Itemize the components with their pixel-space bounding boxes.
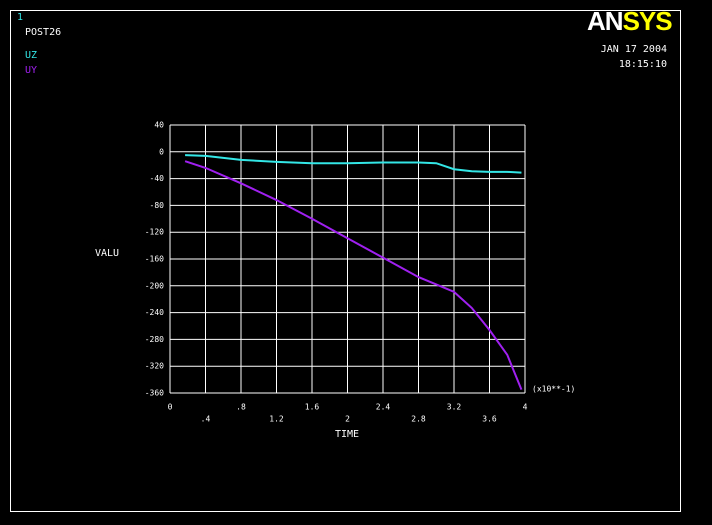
window-number: 1 bbox=[17, 12, 23, 23]
date: JAN 17 2004 bbox=[601, 44, 667, 55]
y-tick-label: -40 bbox=[150, 174, 165, 183]
y-tick-label: 0 bbox=[159, 147, 164, 156]
x-tick-label: 0 bbox=[168, 403, 173, 412]
y-tick-label: -200 bbox=[145, 281, 164, 290]
frame bbox=[10, 10, 681, 512]
y-tick-label: -320 bbox=[145, 362, 164, 371]
y-axis-label: VALU bbox=[95, 248, 119, 259]
y-tick-label: -280 bbox=[145, 335, 164, 344]
y-tick-label: -80 bbox=[150, 201, 165, 210]
y-tick-label: -160 bbox=[145, 255, 164, 264]
y-tick-label: -360 bbox=[145, 389, 164, 398]
y-tick-label: -240 bbox=[145, 308, 164, 317]
x-tick-label: 4 bbox=[523, 403, 528, 412]
x-tick-label: 2.4 bbox=[376, 403, 391, 412]
x-tick-label: 2.8 bbox=[411, 415, 426, 424]
legend-entry: UY bbox=[25, 65, 37, 76]
time: 18:15:10 bbox=[619, 59, 667, 70]
logo-part: AN bbox=[587, 6, 623, 36]
x-tick-label: 3.6 bbox=[482, 415, 497, 424]
series-line bbox=[185, 154, 522, 174]
logo-part: SYS bbox=[623, 6, 673, 36]
series-line bbox=[184, 160, 523, 391]
x-tick-label: 2 bbox=[345, 415, 350, 424]
logo: ANSYS bbox=[587, 6, 672, 36]
y-tick-label: 40 bbox=[154, 121, 164, 130]
x-tick-label: .8 bbox=[236, 403, 246, 412]
chart-title: POST26 bbox=[25, 27, 61, 38]
x-tick-label: 1.6 bbox=[305, 403, 320, 412]
x-tick-label: .4 bbox=[201, 415, 211, 424]
legend-entry: UZ bbox=[25, 50, 37, 61]
x-axis-label: TIME bbox=[335, 429, 359, 440]
y-tick-label: -120 bbox=[145, 228, 164, 237]
x-tick-label: 3.2 bbox=[447, 403, 462, 412]
x-tick-label: 1.2 bbox=[269, 415, 284, 424]
x-multiplier: (x10**-1) bbox=[532, 385, 575, 394]
